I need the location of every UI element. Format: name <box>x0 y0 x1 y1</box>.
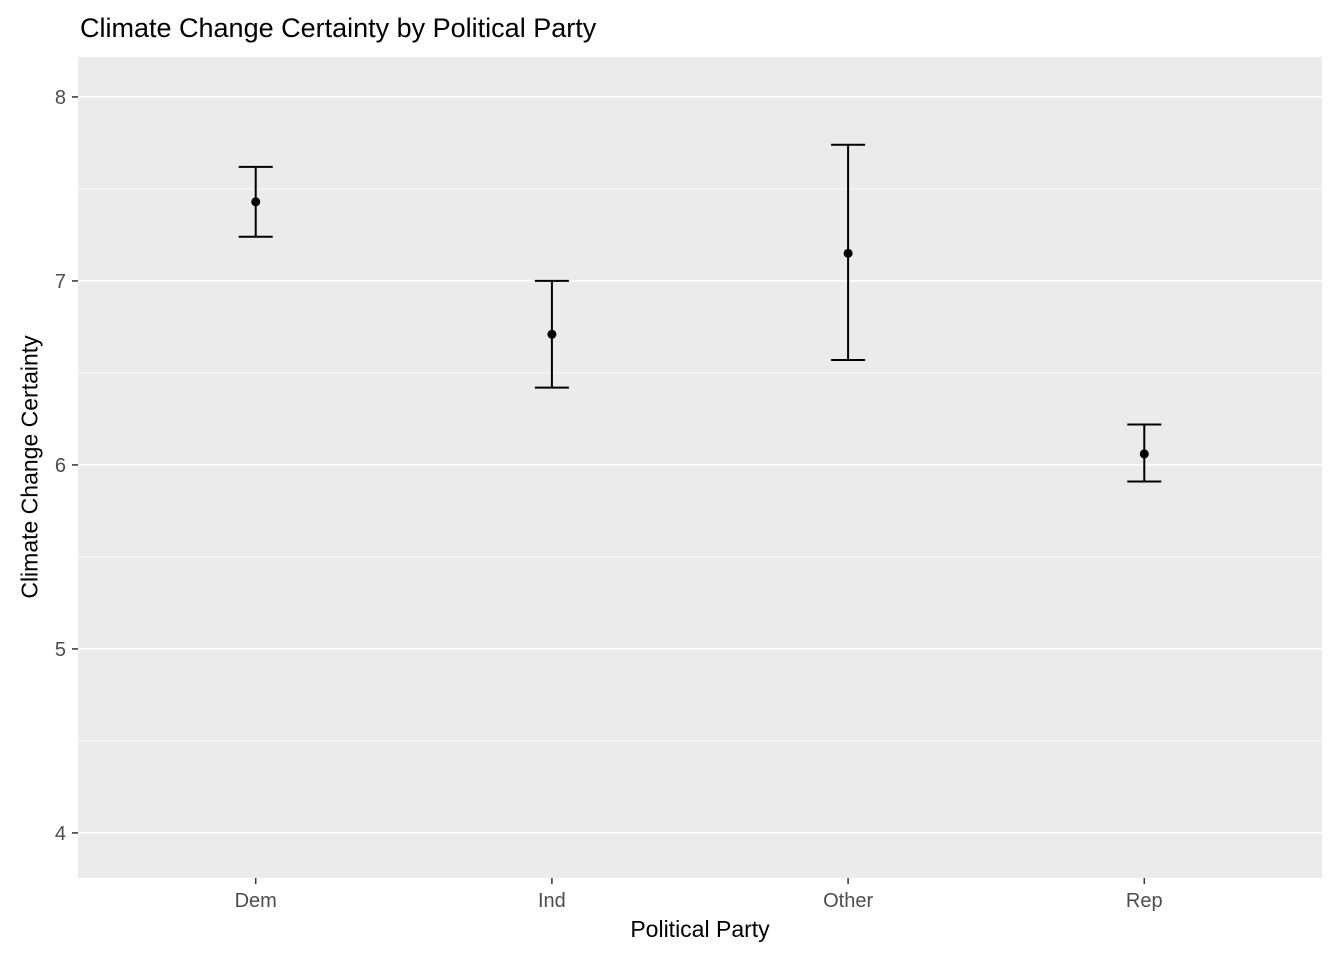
plot-panel <box>78 57 1322 878</box>
y-tick-label: 6 <box>55 455 66 477</box>
x-tick-label: Rep <box>1126 890 1163 912</box>
y-tick-label: 4 <box>55 823 66 845</box>
x-axis-title: Political Party <box>630 916 770 942</box>
mean-point <box>547 329 557 339</box>
mean-point <box>1139 449 1149 459</box>
x-tick-label: Ind <box>538 890 566 912</box>
y-tick-label: 7 <box>55 271 66 293</box>
y-tick-label: 5 <box>55 639 66 661</box>
mean-point <box>843 248 853 258</box>
mean-point <box>251 197 261 207</box>
x-tick-label: Other <box>823 890 873 912</box>
y-tick-label: 8 <box>55 87 66 109</box>
chart-title: Climate Change Certainty by Political Pa… <box>80 13 597 43</box>
x-tick-label: Dem <box>235 890 277 912</box>
